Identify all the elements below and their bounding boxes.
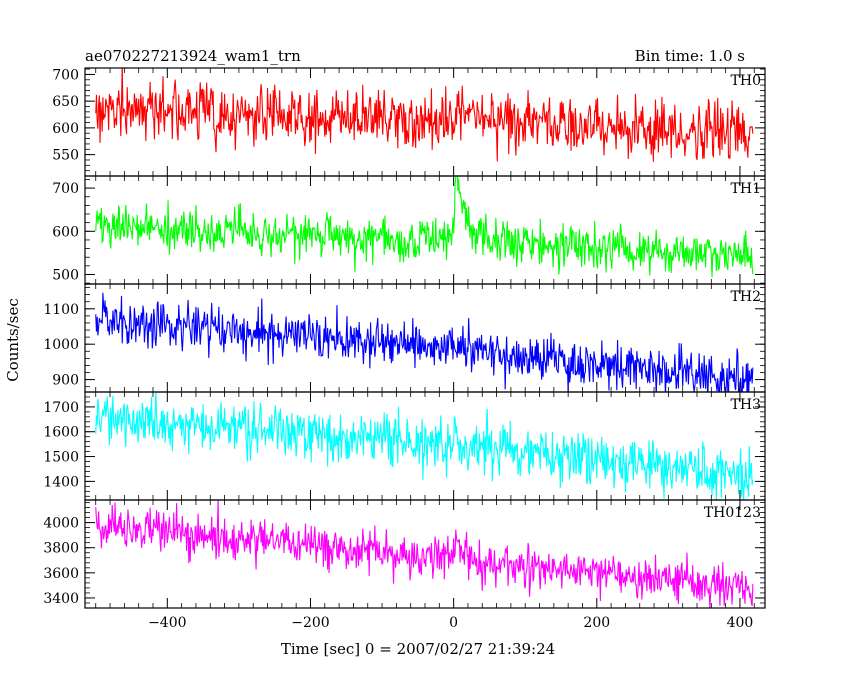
y-tick-label: 600	[52, 224, 79, 240]
series-line-th3	[95, 392, 754, 500]
panel-label-th0: TH0	[731, 73, 761, 89]
y-tick-label: 700	[52, 67, 79, 83]
series-line-th0	[95, 68, 754, 162]
panel-label-th3: TH3	[731, 397, 761, 413]
y-tick-label: 1100	[43, 302, 79, 318]
x-tick-label: −200	[291, 615, 329, 631]
panel-th2: 900 1000 1100 TH2	[43, 283, 766, 393]
y-tick-label: 1400	[43, 474, 79, 490]
y-tick-label: 1500	[43, 450, 79, 466]
bin-time-label: Bin time: 1.0 s	[635, 47, 745, 65]
panels-layer: 550 600 650 700 TH0 500 600 700 TH1 900 1000 1100 TH…	[43, 67, 766, 631]
panel-frame	[84, 283, 766, 393]
y-tick-label: 3600	[43, 566, 79, 582]
y-tick-label: 600	[52, 121, 79, 137]
y-tick-label: 3400	[43, 591, 79, 607]
y-tick-label: 700	[52, 181, 79, 197]
panel-th0: 550 600 650 700 TH0	[52, 67, 766, 177]
panel-th0123: 3400 3600 3800 4000 TH0123 −400 −200 0 200 400	[43, 499, 766, 631]
panel-label-th1: TH1	[731, 181, 761, 197]
y-tick-label: 1000	[43, 337, 79, 353]
x-tick-label: 200	[583, 615, 610, 631]
y-tick-label: 1700	[43, 400, 79, 416]
y-tick-label: 4000	[43, 516, 79, 532]
panel-th1: 500 600 700 TH1	[52, 175, 766, 285]
series-line-th2	[95, 292, 754, 392]
y-tick-label: 900	[52, 373, 79, 389]
y-tick-label: 3800	[43, 541, 79, 557]
y-tick-label: 550	[52, 148, 79, 164]
series-line-th0123	[95, 500, 754, 608]
y-tick-label: 500	[52, 267, 79, 283]
x-tick-label: 0	[449, 615, 458, 631]
panel-label-th2: TH2	[731, 289, 761, 305]
panel-frame	[84, 499, 766, 609]
chart-title: ae070227213924_wam1_trn	[85, 47, 301, 65]
x-tick-label: −400	[148, 615, 186, 631]
y-tick-label: 1600	[43, 425, 79, 441]
panel-th3: 1400 1500 1600 1700 TH3	[43, 391, 766, 501]
y-tick-label: 650	[52, 94, 79, 110]
x-axis-label: Time [sec] 0 = 2007/02/27 21:39:24	[281, 640, 555, 658]
series-line-th1	[95, 176, 754, 278]
panel-label-th0123: TH0123	[704, 505, 761, 521]
x-tick-label: 400	[727, 615, 754, 631]
y-axis-label: Counts/sec	[4, 298, 22, 382]
